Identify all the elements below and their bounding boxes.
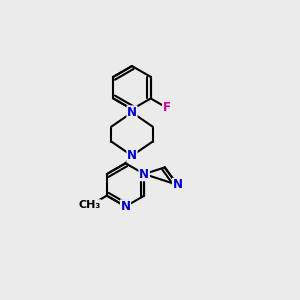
Text: CH₃: CH₃ bbox=[78, 200, 100, 210]
Text: N: N bbox=[127, 149, 137, 162]
Text: N: N bbox=[172, 178, 182, 191]
Text: F: F bbox=[163, 101, 171, 114]
Text: N: N bbox=[121, 200, 130, 213]
Text: N: N bbox=[127, 106, 137, 119]
Text: N: N bbox=[139, 168, 149, 181]
Text: N: N bbox=[139, 168, 149, 181]
